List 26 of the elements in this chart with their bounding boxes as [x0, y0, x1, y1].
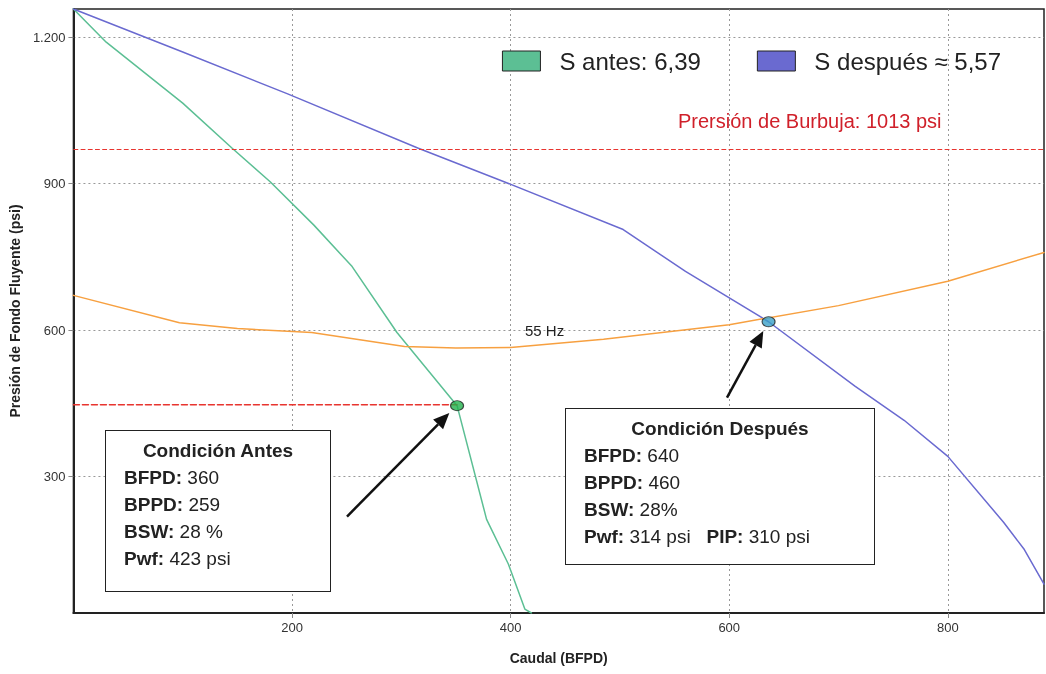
- annotation: Pwf: 314 psi PIP: 310 psi: [584, 525, 811, 549]
- annotation: Condición Después: [630, 417, 810, 441]
- x-tick-label: 800: [936, 620, 959, 635]
- y-tick-label: 900: [43, 176, 66, 192]
- annotation: BPPD: 259: [124, 493, 222, 517]
- line-series: [72, 251, 1045, 349]
- annotation: Condición Antes: [141, 439, 295, 463]
- y-tick-label: 300: [43, 468, 66, 484]
- annotation: BFPD: 640: [584, 444, 681, 468]
- x-tick-label: 400: [499, 620, 522, 635]
- annotation: Prersión de Burbuja: 1013 psi: [678, 110, 942, 133]
- legend-label: S antes: 6,39: [559, 47, 701, 75]
- x-tick-label: 200: [281, 620, 303, 635]
- line-series: [72, 8, 1045, 585]
- annotation: BSW: 28%: [584, 498, 679, 522]
- y-tick-label: 1.200: [32, 29, 66, 45]
- x-tick-label: 600: [718, 620, 741, 635]
- annotation: BFPD: 360: [124, 466, 221, 490]
- annotation: Pwf: 423 psi: [124, 547, 232, 571]
- annotation: BSW: 28 %: [124, 520, 224, 544]
- x-axis-title: Caudal (BFPD): [509, 650, 608, 666]
- legend-label: S después ≈ 5,57: [814, 47, 1002, 75]
- annotation: 55 Hz: [525, 322, 565, 339]
- y-axis-title: Presión de Fondo Fluyente (psi): [7, 204, 23, 418]
- y-tick-label: 600: [43, 322, 66, 338]
- annotation: BPPD: 460: [584, 471, 682, 495]
